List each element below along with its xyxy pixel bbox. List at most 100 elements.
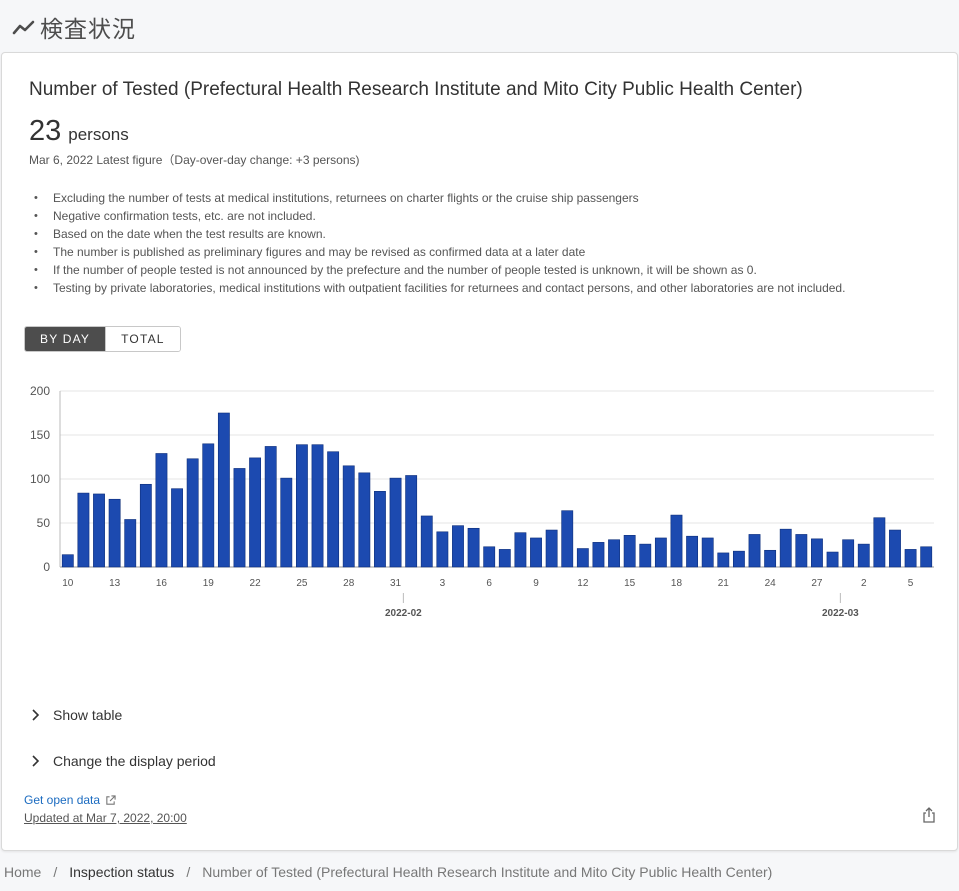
view-toggle: BY DAY TOTAL (24, 326, 181, 352)
y-tick-label: 200 (30, 384, 50, 398)
external-link-icon (106, 794, 116, 805)
x-tick-label: 16 (156, 578, 168, 589)
bar (545, 529, 558, 568)
bar (280, 477, 293, 568)
card-title: Number of Tested (Prefectural Health Res… (29, 79, 803, 100)
bar (264, 446, 277, 568)
x-tick-label: 24 (765, 578, 777, 589)
bar (327, 451, 340, 568)
bar (639, 543, 652, 568)
x-tick-label: 25 (296, 578, 308, 589)
note-item: The number is published as preliminary f… (34, 243, 845, 261)
bar (608, 539, 620, 568)
bar (389, 477, 402, 568)
bar (139, 483, 152, 568)
bar (670, 514, 683, 568)
y-tick-label: 150 (30, 428, 50, 442)
note-item: Based on the date when the test results … (34, 225, 845, 243)
bar (358, 472, 371, 568)
note-item: Testing by private laboratories, medical… (34, 279, 845, 297)
bar (420, 515, 433, 568)
change-period-toggle[interactable]: Change the display period (29, 753, 216, 769)
bar (561, 510, 574, 568)
x-tick-label: 3 (440, 578, 446, 589)
breadcrumb-separator: / (53, 864, 58, 880)
breadcrumb-section[interactable]: Inspection status (69, 864, 175, 880)
bar (233, 468, 246, 568)
bar (498, 549, 511, 568)
bar (405, 475, 418, 568)
bar (732, 550, 745, 568)
bar (249, 457, 262, 568)
x-tick-label: 18 (671, 578, 683, 589)
latest-figure-value: 23 (29, 115, 62, 147)
note-item: If the number of people tested is not an… (34, 261, 845, 279)
bar (795, 534, 808, 568)
bar (530, 537, 542, 568)
bar (889, 529, 901, 568)
bar (592, 542, 605, 568)
chevron-right-icon (32, 755, 40, 767)
y-tick-label: 50 (37, 516, 51, 530)
bar (873, 517, 886, 568)
latest-figure-unit: persons (68, 125, 129, 144)
bar (701, 537, 714, 568)
breadcrumb: Home / Inspection status / Number of Tes… (4, 864, 772, 880)
chart-card: Number of Tested (Prefectural Health Res… (1, 52, 958, 851)
x-tick-label: 22 (250, 578, 262, 589)
bar (467, 527, 480, 568)
open-data-label: Get open data (24, 793, 101, 807)
total-button[interactable]: TOTAL (105, 327, 180, 351)
bar (374, 491, 386, 568)
bar (686, 535, 699, 568)
bar (295, 444, 308, 568)
page-title: 検査状況 (40, 17, 136, 43)
page-header: 検査状況 (12, 12, 136, 43)
show-table-toggle[interactable]: Show table (29, 707, 122, 723)
bar (452, 525, 464, 568)
bar (342, 465, 355, 568)
share-icon[interactable] (921, 807, 937, 823)
bar (654, 537, 667, 568)
x-tick-label: 15 (624, 578, 636, 589)
note-item: Negative confirmation tests, etc. are no… (34, 207, 845, 225)
x-tick-label: 9 (533, 578, 539, 589)
latest-figure-date: Mar 6, 2022 Latest figure（Day-over-day c… (29, 153, 360, 167)
bar (61, 554, 74, 568)
by-day-button[interactable]: BY DAY (25, 327, 106, 351)
x-tick-label: 2 (861, 578, 867, 589)
month-label: 2022-03 (822, 608, 859, 619)
x-tick-label: 31 (390, 578, 402, 589)
bar (124, 519, 137, 568)
x-tick-label: 13 (109, 578, 121, 589)
x-tick-label: 19 (203, 578, 215, 589)
bar (920, 546, 933, 568)
x-tick-label: 28 (343, 578, 355, 589)
bar (842, 539, 855, 568)
latest-figure: 23 persons (29, 115, 129, 148)
bar (171, 488, 183, 568)
breadcrumb-separator: / (186, 864, 191, 880)
bar (779, 528, 792, 568)
bar (904, 549, 917, 568)
bar (93, 493, 105, 568)
x-tick-label: 27 (811, 578, 823, 589)
bar (186, 458, 199, 568)
x-tick-label: 6 (486, 578, 492, 589)
bar (623, 535, 636, 568)
bar (77, 492, 90, 568)
notes-list: Excluding the number of tests at medical… (34, 189, 845, 297)
y-tick-label: 0 (43, 560, 50, 574)
bar (311, 444, 324, 568)
bar (811, 538, 823, 568)
bar (202, 443, 215, 568)
bar (576, 548, 589, 568)
bar (436, 531, 449, 568)
breadcrumb-home[interactable]: Home (4, 864, 42, 880)
open-data-link[interactable]: Get open data (24, 793, 116, 807)
x-tick-label: 21 (718, 578, 730, 589)
note-item: Excluding the number of tests at medical… (34, 189, 845, 207)
chevron-right-icon (32, 709, 40, 721)
trend-line-icon (12, 20, 35, 35)
show-table-label: Show table (53, 707, 123, 723)
